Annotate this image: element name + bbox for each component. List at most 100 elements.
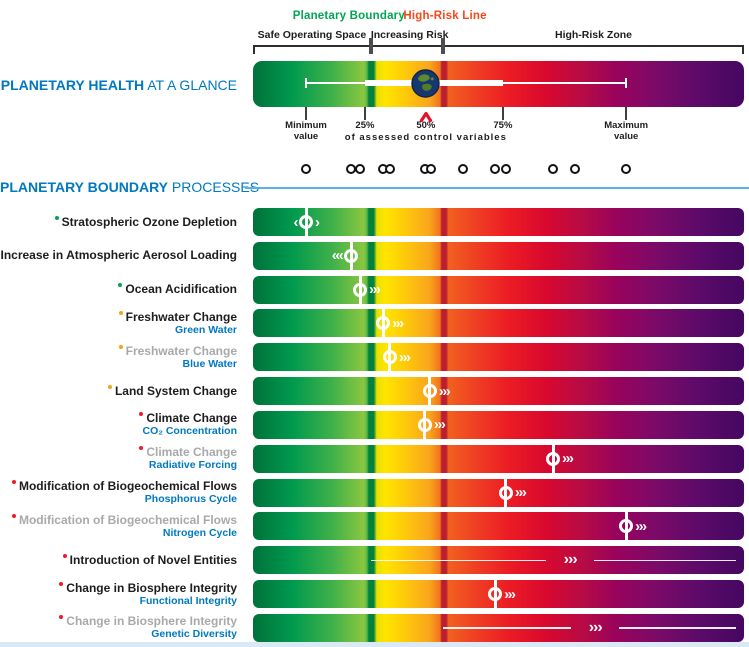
process-name: Increase in Atmospheric Aerosol Loading — [0, 248, 238, 263]
zone-label-0: Safe Operating Space — [257, 29, 367, 41]
axis-label: Minimum value — [285, 120, 327, 142]
whisker-cap — [304, 78, 308, 88]
zone-bracket-line — [253, 45, 744, 47]
planetary-boundary-label: Planetary Boundary — [292, 10, 405, 22]
process-label: Freshwater Change Green Water — [0, 309, 237, 337]
marker-circle — [353, 282, 368, 297]
process-name: Introduction of Novel Entities — [62, 553, 237, 567]
axis-note: of assessed control variables — [344, 131, 507, 143]
process-row: Climate Change CO₂ Concentration ››› — [0, 410, 749, 439]
process-row: Modification of Biogeochemical Flows Nitr… — [0, 512, 749, 541]
trend-chevrons-right-icon: ››› — [588, 618, 603, 636]
zone-label-2: High-Risk Zone — [554, 29, 632, 41]
observation-circle — [621, 164, 632, 174]
process-subname: Blue Water — [182, 357, 237, 370]
process-name: Modification of Biogeochemical Flows — [11, 480, 237, 493]
zone-labels: Safe Operating Space Increasing Risk High-… — [253, 29, 744, 42]
axis-tick — [305, 107, 308, 120]
process-row: Ocean Acidification ››› — [0, 275, 749, 304]
observation-circle — [384, 164, 395, 174]
process-label: Increase in Atmospheric Aerosol Loading — [0, 242, 238, 270]
zone-label-1: Increasing Risk — [370, 29, 449, 41]
process-gradient-bar: ››› — [253, 512, 744, 541]
marker-circle — [619, 519, 634, 534]
marker-circle — [299, 215, 314, 229]
process-gradient-bar: ››› — [253, 613, 744, 642]
axis-tick — [625, 107, 628, 120]
process-label: Land System Change — [0, 377, 237, 405]
status-dot-icon — [107, 384, 112, 389]
median-arrow-icon — [419, 109, 433, 123]
trend-chevrons-right-icon: ››› — [635, 517, 647, 535]
whisker-cap — [624, 78, 628, 88]
process-subname: Functional Integrity — [139, 594, 237, 607]
threshold-tick — [368, 38, 373, 54]
process-gradient-bar: ››› — [253, 309, 744, 338]
bracket-end-tick — [253, 45, 255, 54]
trend-chevrons-left-icon: ‹‹‹ — [331, 247, 344, 265]
range-line — [594, 559, 737, 562]
threshold-tick — [441, 38, 446, 54]
observation-circle — [548, 164, 558, 174]
trend-chevrons-right-icon: ››› — [398, 348, 411, 366]
marker-circle — [344, 248, 359, 263]
process-gradient-bar: ››› — [253, 580, 744, 609]
process-label: Climate Change CO₂ Concentration — [0, 411, 237, 439]
process-row: Increase in Atmospheric Aerosol Loading ‹… — [0, 241, 749, 270]
process-gradient-bar: ››› — [253, 444, 744, 473]
trend-chevrons-right-icon: ››› — [392, 314, 404, 332]
process-row: Change in Biosphere Integrity Genetic Div… — [0, 613, 749, 642]
process-name: Stratospheric Ozone Depletion — [54, 215, 237, 229]
process-label: Climate Change Radiative Forcing — [0, 445, 237, 473]
processes-title-rest: PROCESSES — [168, 179, 260, 195]
process-gradient-bar: ››› — [253, 546, 744, 575]
trend-chevrons-right-icon: ››› — [369, 281, 381, 299]
process-row: Change in Biosphere Integrity Functional … — [0, 580, 749, 609]
process-label: Stratospheric Ozone Depletion — [0, 208, 237, 236]
range-line — [443, 627, 572, 629]
process-subname: Radiative Forcing — [148, 459, 237, 472]
process-row: Introduction of Novel Entities ››› — [0, 546, 749, 575]
marker-circle — [382, 350, 397, 365]
marker-circle — [546, 451, 560, 466]
observation-circle — [301, 164, 312, 174]
process-name: Modification of Biogeochemical Flows — [11, 513, 237, 527]
observation-circle — [500, 164, 511, 174]
axis-tick — [501, 107, 504, 120]
observation-circle — [426, 164, 437, 174]
status-dot-icon — [11, 480, 16, 485]
process-label: Freshwater Change Blue Water — [0, 343, 237, 371]
process-label: Change in Biosphere Integrity Genetic Div… — [0, 614, 237, 642]
process-subname: Nitrogen Cycle — [162, 526, 237, 539]
process-name: Change in Biosphere Integrity — [59, 615, 237, 628]
process-row: Modification of Biogeochemical Flows Phos… — [0, 478, 749, 507]
bracket-end-tick — [742, 45, 744, 54]
range-line — [619, 627, 737, 629]
status-dot-icon — [118, 310, 123, 315]
process-subname: CO₂ Concentration — [142, 425, 238, 438]
process-label: Change in Biosphere Integrity Functional … — [0, 580, 237, 608]
process-row: Land System Change ››› — [0, 377, 749, 406]
status-dot-icon — [118, 344, 123, 349]
trend-chevrons-right-icon: ››› — [563, 551, 578, 569]
trend-chevrons-right-icon: › — [315, 213, 320, 231]
processes-title: PLANETARY BOUNDARY PROCESSES — [0, 179, 259, 195]
status-dot-icon — [118, 283, 123, 288]
status-dot-icon — [59, 581, 64, 586]
process-name: Freshwater Change — [118, 310, 237, 324]
glance-title: PLANETARY HEALTH AT A GLANCE — [0, 77, 237, 93]
observation-circle — [355, 164, 366, 174]
process-label: Modification of Biogeochemical Flows Phos… — [0, 479, 237, 507]
process-row: Freshwater Change Green Water ››› — [0, 309, 749, 338]
processes-title-bold: PLANETARY BOUNDARY — [0, 179, 169, 195]
status-dot-icon — [139, 412, 144, 417]
process-gradient-bar: ››› — [253, 410, 744, 439]
marker-circle — [498, 485, 513, 500]
process-subname: Green Water — [174, 323, 237, 336]
process-subname: Genetic Diversity — [151, 628, 237, 641]
trend-chevrons-right-icon: ››› — [504, 585, 516, 603]
trend-chevrons-right-icon: ››› — [433, 416, 446, 434]
observation-circle — [570, 164, 581, 174]
process-name: Climate Change — [139, 412, 237, 425]
process-rows: Stratospheric Ozone Depletion › ‹ Increase … — [0, 208, 749, 647]
